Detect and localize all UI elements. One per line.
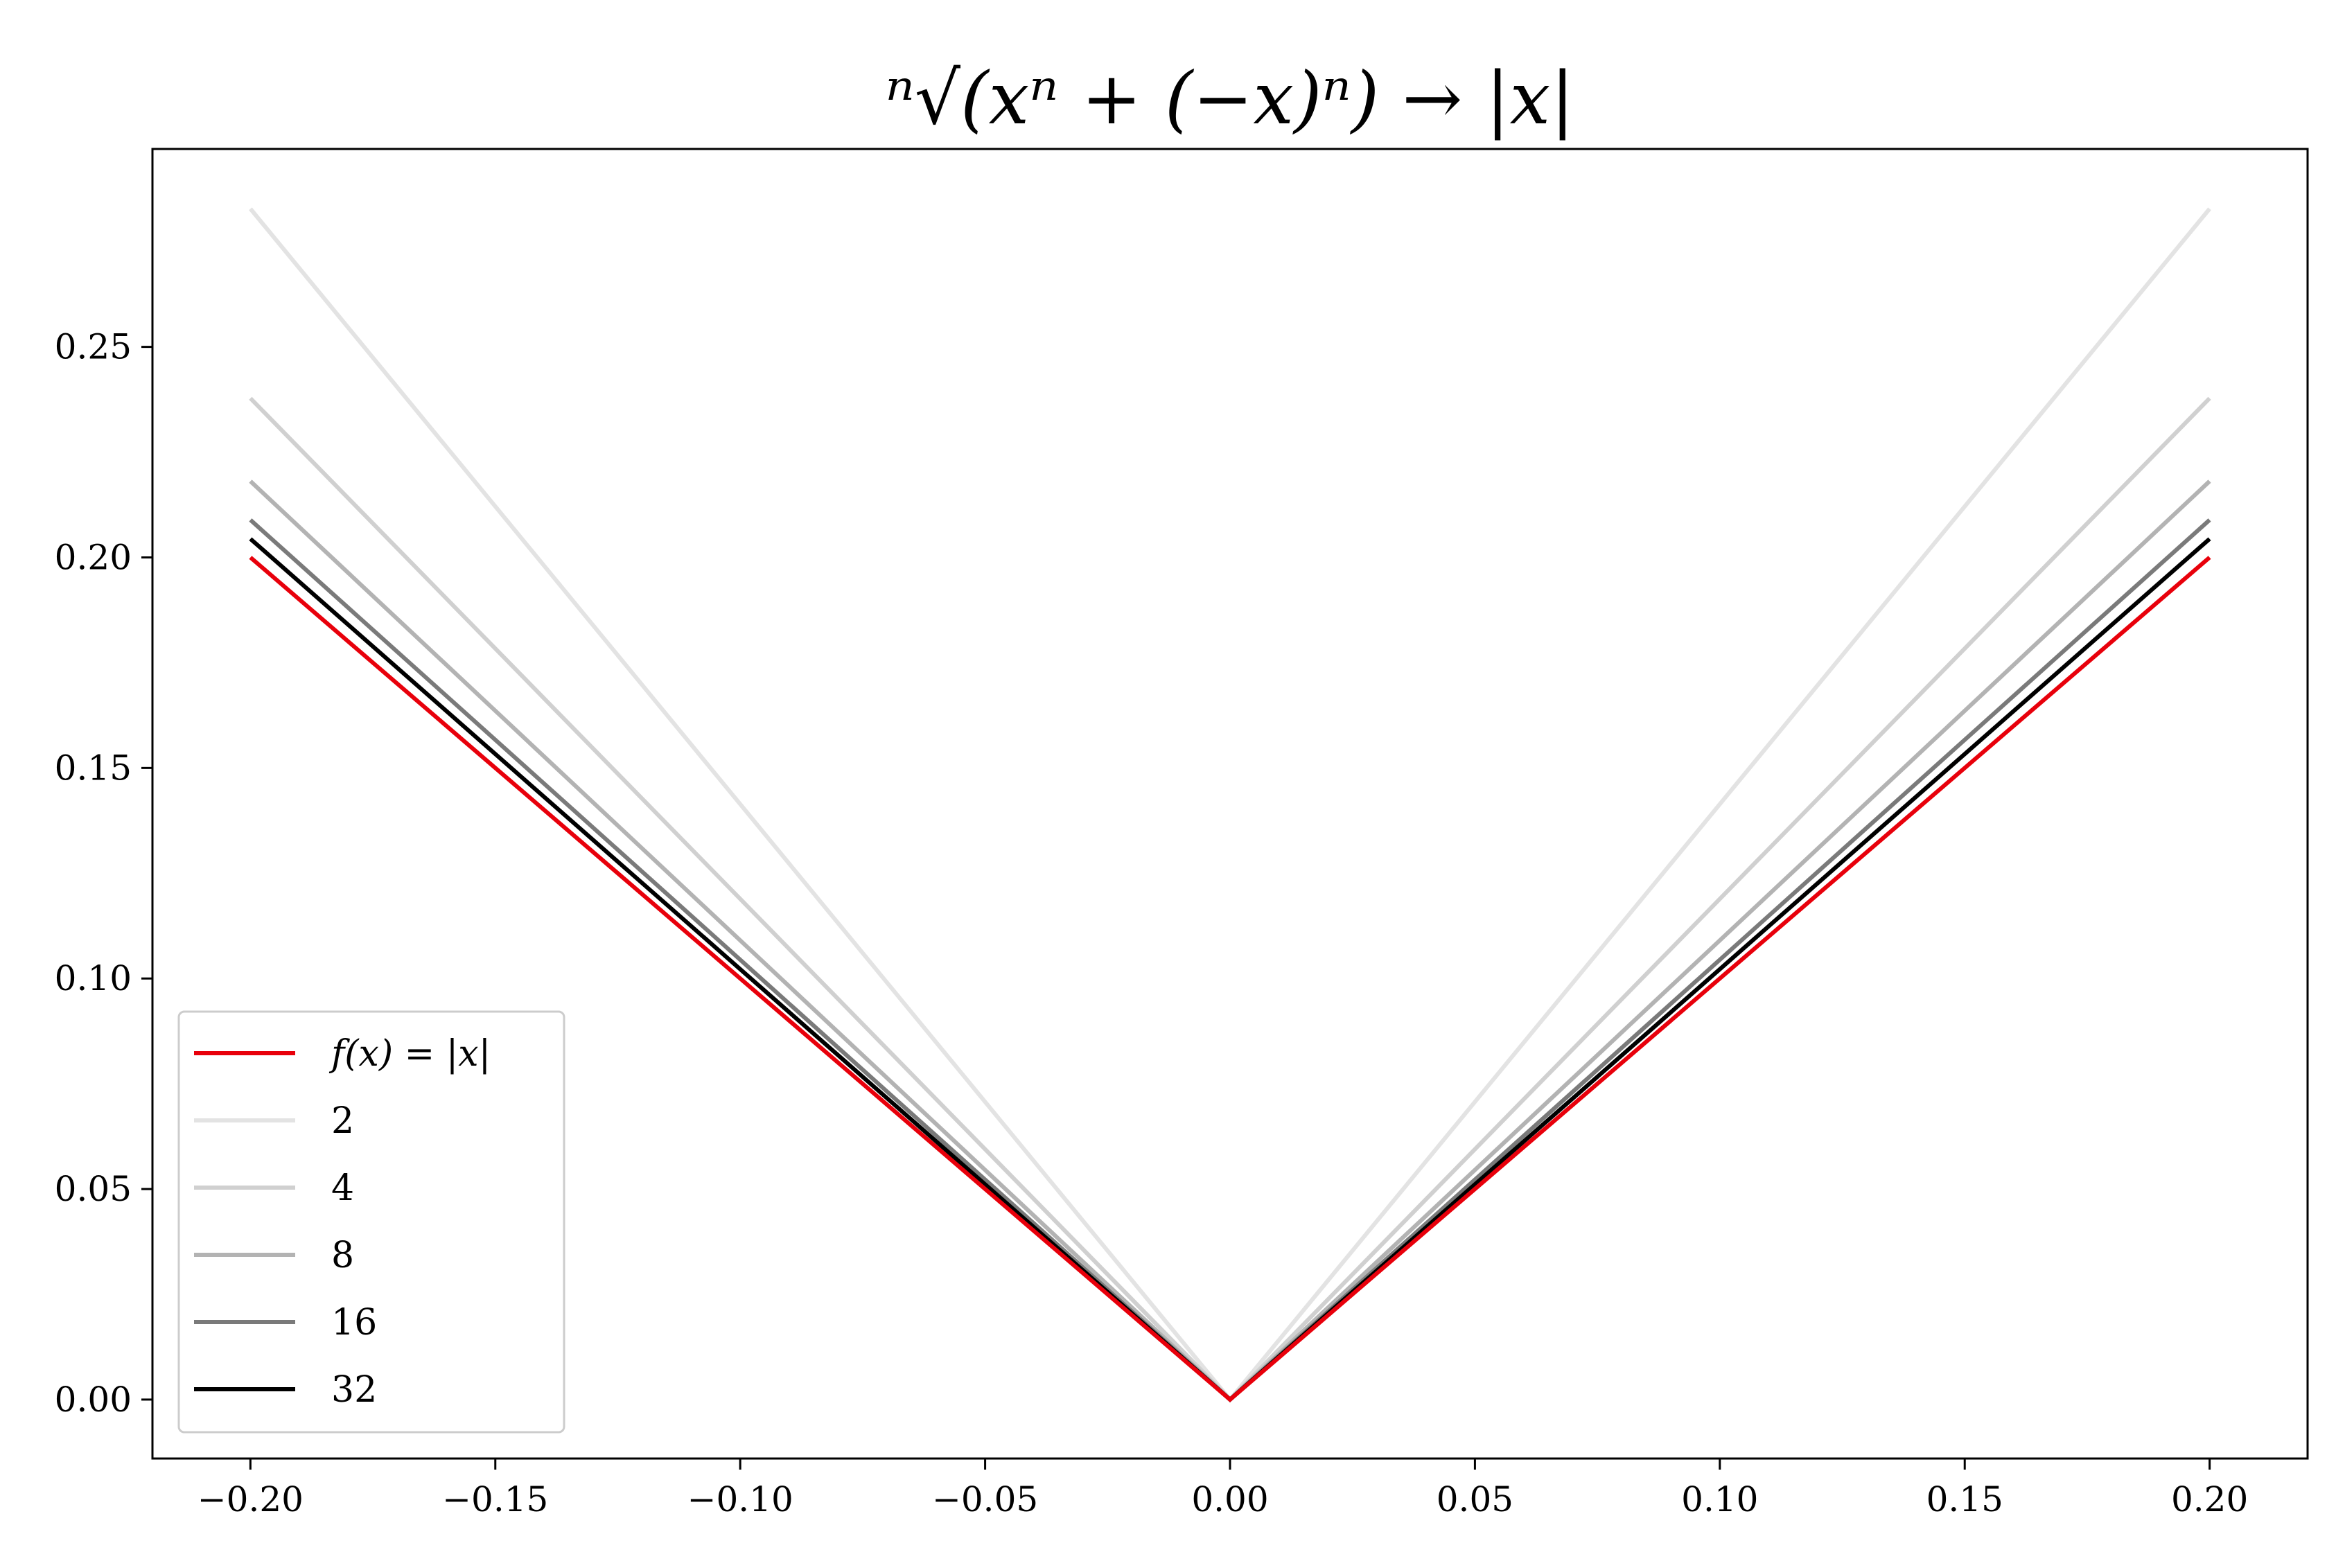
y-tick-label: 0.25: [55, 327, 132, 367]
legend-label: 8: [331, 1235, 354, 1276]
y-axis: 0.00 0.05 0.10 0.15 0.20 0.25: [55, 327, 152, 1420]
x-tick-label: 0.05: [1437, 1479, 1513, 1519]
x-axis: −0.20 −0.15 −0.10 −0.05 0.00 0.05 0.10 0.15 0.20: [197, 1459, 2248, 1519]
y-tick-label: 0.00: [55, 1380, 132, 1420]
chart-title: ⁿ√(xⁿ + (−x)ⁿ) → |x|: [886, 56, 1575, 141]
legend-label: 16: [331, 1302, 377, 1344]
legend-label: 2: [331, 1100, 354, 1142]
x-tick-label: 0.20: [2171, 1479, 2248, 1519]
series-line-0: [249, 556, 2211, 1402]
x-tick-label: −0.10: [687, 1479, 793, 1519]
x-tick-label: −0.05: [932, 1479, 1038, 1519]
x-tick-label: −0.20: [197, 1479, 304, 1519]
legend: f(x) = |x| 2 4 8 16 32: [177, 1010, 565, 1434]
series-lines: [249, 207, 2211, 1403]
y-tick-label: 0.05: [55, 1169, 132, 1209]
legend-label: 32: [331, 1369, 377, 1411]
y-tick-label: 0.10: [55, 958, 132, 998]
legend-label: f(x) = |x|: [328, 1033, 491, 1075]
legend-label: 4: [331, 1168, 354, 1209]
y-tick-label: 0.15: [55, 748, 132, 788]
x-tick-label: 0.10: [1681, 1479, 1758, 1519]
x-tick-label: 0.15: [1926, 1479, 2003, 1519]
y-tick-label: 0.20: [55, 537, 132, 577]
x-tick-label: 0.00: [1191, 1479, 1268, 1519]
legend-box: [177, 1010, 565, 1434]
x-tick-label: −0.15: [442, 1479, 548, 1519]
